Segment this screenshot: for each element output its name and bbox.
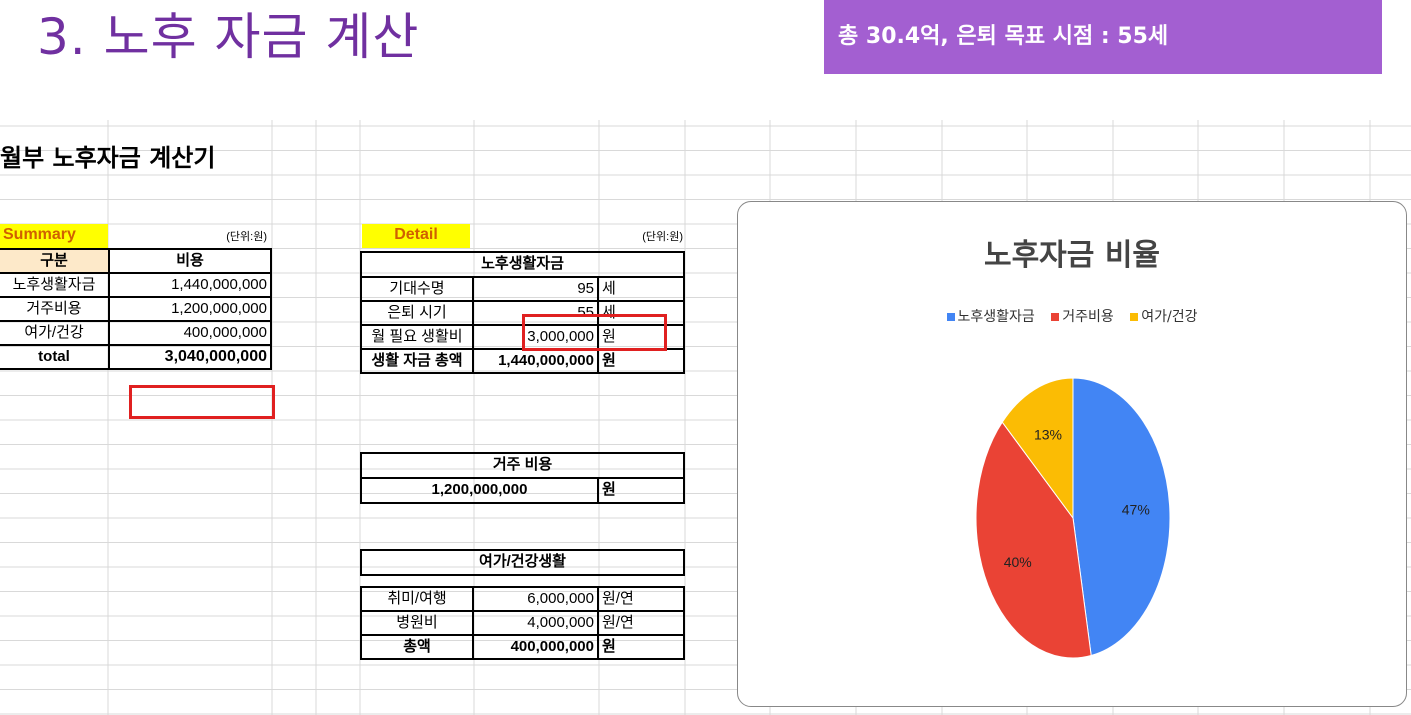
leisure-row-unit: 원 bbox=[597, 634, 685, 660]
summary-row-category: 노후생활자금 bbox=[0, 272, 110, 298]
leisure-row-label: 취미/여행 bbox=[360, 586, 474, 612]
living-row-label: 기대수명 bbox=[360, 276, 474, 302]
pie-slice-label: 13% bbox=[1034, 426, 1062, 442]
pie-slice[interactable] bbox=[1001, 377, 1074, 520]
sheet-title: 월부 노후자금 계산기 bbox=[0, 144, 216, 172]
legend-item: 거주비용 bbox=[1051, 309, 1114, 325]
housing-value: 1,200,000,000 bbox=[360, 477, 599, 504]
slide-title: 3. 노후 자금 계산 bbox=[37, 8, 420, 66]
living-header: 노후생활자금 bbox=[360, 251, 685, 278]
leisure-row-value: 6,000,000 bbox=[472, 586, 599, 612]
detail-label: Detail bbox=[362, 224, 470, 248]
living-row-label: 월 필요 생활비 bbox=[360, 324, 474, 350]
summary-row-category: 여가/건강 bbox=[0, 320, 110, 346]
summary-col-cost: 비용 bbox=[108, 248, 272, 274]
living-row-value: 95 bbox=[472, 276, 599, 302]
summary-row-cost: 400,000,000 bbox=[108, 320, 272, 346]
pie-svg: 47% 40% 13% bbox=[975, 377, 1171, 659]
leisure-row-label: 병원비 bbox=[360, 610, 474, 636]
leisure-row-unit: 원/연 bbox=[597, 610, 685, 636]
pie-slice-label: 40% bbox=[1004, 554, 1032, 570]
pie-slice[interactable] bbox=[975, 421, 1092, 659]
summary-row-cost: 1,440,000,000 bbox=[108, 272, 272, 298]
pie-slice-label: 47% bbox=[1122, 501, 1150, 517]
summary-row-category: 거주비용 bbox=[0, 296, 110, 322]
legend-swatch bbox=[1051, 313, 1060, 321]
pie-slice[interactable] bbox=[1072, 377, 1171, 657]
summary-col-category: 구분 bbox=[0, 248, 110, 274]
legend-item: 노후생활자금 bbox=[946, 309, 1035, 325]
leisure-row-value: 4,000,000 bbox=[472, 610, 599, 636]
legend-swatch bbox=[1130, 313, 1139, 321]
leisure-row-label: 총액 bbox=[360, 634, 474, 660]
retire-age-highlight-box bbox=[522, 314, 667, 351]
housing-header: 거주 비용 bbox=[360, 452, 685, 479]
detail-unit: (단위:원) bbox=[642, 231, 683, 243]
pie-chart-panel[interactable]: 노후자금 비율 노후생활자금 거주비용 여가/건강 47% 40% 13% bbox=[737, 201, 1407, 707]
living-row-label: 생활 자금 총액 bbox=[360, 348, 474, 374]
living-row-value: 1,440,000,000 bbox=[472, 348, 599, 374]
living-row-unit: 원 bbox=[597, 348, 685, 374]
summary-total-label: total bbox=[0, 344, 110, 370]
living-row-label: 은퇴 시기 bbox=[360, 300, 474, 326]
leisure-header: 여가/건강생활 bbox=[360, 549, 685, 576]
total-highlight-box bbox=[129, 385, 275, 419]
summary-label: Summary bbox=[0, 224, 108, 248]
living-row-unit: 세 bbox=[597, 276, 685, 302]
chart-legend: 노후생활자금 거주비용 여가/건강 bbox=[738, 306, 1406, 326]
leisure-row-value: 400,000,000 bbox=[472, 634, 599, 660]
summary-row-cost: 1,200,000,000 bbox=[108, 296, 272, 322]
summary-total-value: 3,040,000,000 bbox=[108, 344, 272, 370]
leisure-row-unit: 원/연 bbox=[597, 586, 685, 612]
chart-title: 노후자금 비율 bbox=[983, 238, 1161, 273]
summary-unit: (단위:원) bbox=[226, 231, 267, 243]
legend-swatch bbox=[946, 313, 955, 321]
headline-banner: 총 30.4억, 은퇴 목표 시점 : 55세 bbox=[824, 0, 1382, 74]
housing-unit: 원 bbox=[597, 477, 685, 504]
legend-item: 여가/건강 bbox=[1130, 309, 1197, 325]
